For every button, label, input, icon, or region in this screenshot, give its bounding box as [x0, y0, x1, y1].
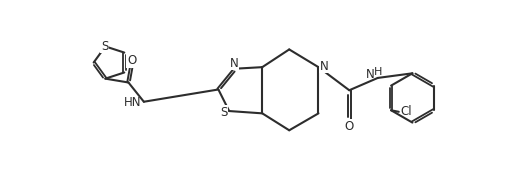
Text: S: S: [220, 106, 227, 119]
Text: HN: HN: [124, 96, 142, 109]
Text: N: N: [320, 60, 328, 73]
Text: H: H: [374, 67, 382, 77]
Text: N: N: [230, 57, 238, 70]
Text: O: O: [127, 54, 136, 68]
Text: N: N: [366, 68, 375, 81]
Text: Cl: Cl: [401, 105, 412, 118]
Text: O: O: [345, 120, 354, 133]
Text: S: S: [101, 39, 108, 52]
